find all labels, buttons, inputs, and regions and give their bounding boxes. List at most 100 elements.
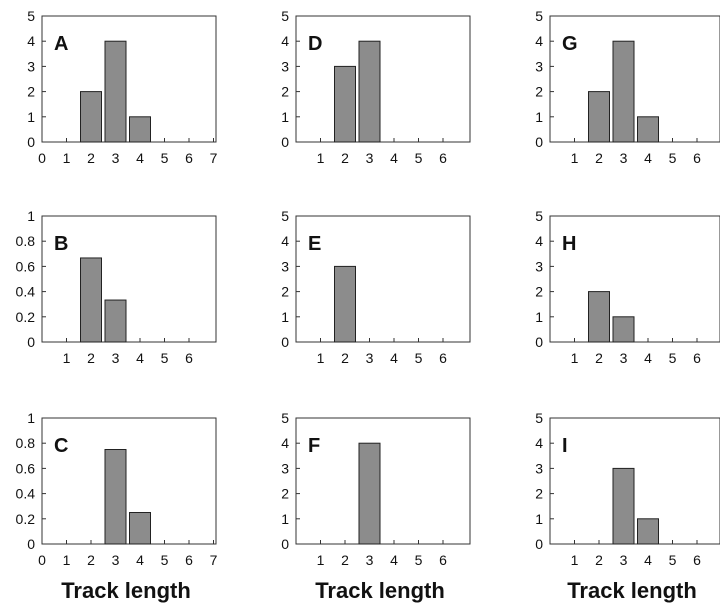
bar-g-2 — [588, 91, 610, 143]
y-tick-label: 1 — [27, 208, 35, 224]
y-tick-label: 5 — [281, 208, 289, 224]
plot-frame-e — [295, 215, 471, 343]
x-tick-label: 2 — [595, 150, 603, 166]
y-tick-label: 5 — [27, 8, 35, 24]
y-tick-label: 1 — [535, 109, 543, 125]
x-tick-label: 4 — [390, 350, 398, 366]
panel-letter-e: E — [308, 233, 321, 255]
y-tick-label: 4 — [535, 233, 543, 249]
bar-e-2 — [334, 265, 356, 343]
y-tick-label: 2 — [281, 84, 289, 100]
bar-b-2 — [80, 257, 102, 343]
x-tick-label: 6 — [185, 552, 193, 568]
x-tick-label: 6 — [439, 150, 447, 166]
y-tick-label: 0.8 — [16, 233, 36, 249]
x-tick-label: 1 — [571, 552, 579, 568]
x-axis-label: Track length — [315, 578, 445, 603]
x-tick-label: 5 — [415, 552, 423, 568]
y-tick-label: 2 — [535, 84, 543, 100]
x-tick-label: 3 — [620, 150, 628, 166]
bar-c-4 — [129, 512, 151, 545]
panel-letter-f: F — [308, 435, 320, 457]
x-tick-label: 1 — [317, 350, 325, 366]
plot-frame-h — [549, 215, 720, 343]
bar-d-3 — [358, 40, 381, 143]
x-tick-label: 3 — [112, 552, 120, 568]
y-tick-label: 4 — [535, 435, 543, 451]
bar-d-2 — [334, 65, 356, 143]
y-tick-label: 3 — [535, 460, 543, 476]
x-tick-label: 1 — [317, 150, 325, 166]
y-tick-label: 5 — [535, 8, 543, 24]
y-tick-label: 4 — [281, 233, 289, 249]
y-tick-label: 0.4 — [16, 284, 36, 300]
y-tick-label: 0 — [535, 334, 543, 350]
y-tick-label: 0 — [27, 536, 35, 552]
y-tick-label: 1 — [27, 410, 35, 426]
y-tick-label: 1 — [535, 511, 543, 527]
x-tick-label: 5 — [415, 350, 423, 366]
x-tick-label: 4 — [644, 552, 652, 568]
y-tick-label: 0 — [27, 334, 35, 350]
y-tick-label: 4 — [281, 435, 289, 451]
x-tick-label: 0 — [38, 552, 46, 568]
y-tick-label: 5 — [535, 208, 543, 224]
plot-frame-f — [295, 417, 471, 545]
plot-frame-g — [549, 15, 720, 143]
y-tick-label: 1 — [281, 309, 289, 325]
plot-frame-d — [295, 15, 471, 143]
bar-h-2 — [588, 291, 610, 343]
bar-a-3 — [104, 40, 127, 143]
bar-g-4 — [637, 116, 659, 143]
y-tick-label: 4 — [535, 33, 543, 49]
bar-h-3 — [612, 316, 635, 343]
x-tick-label: 6 — [693, 552, 701, 568]
y-tick-label: 3 — [281, 460, 289, 476]
y-tick-label: 3 — [281, 58, 289, 74]
y-tick-label: 2 — [281, 486, 289, 502]
x-tick-label: 4 — [136, 150, 144, 166]
plot-frame-i — [549, 417, 720, 545]
x-tick-label: 5 — [161, 350, 169, 366]
y-tick-label: 1 — [535, 309, 543, 325]
x-tick-label: 2 — [87, 350, 95, 366]
x-tick-label: 7 — [210, 552, 218, 568]
y-tick-label: 0 — [27, 134, 35, 150]
x-tick-label: 5 — [415, 150, 423, 166]
y-tick-label: 0.6 — [16, 258, 36, 274]
y-tick-label: 5 — [281, 410, 289, 426]
y-tick-label: 3 — [535, 58, 543, 74]
x-tick-label: 2 — [341, 150, 349, 166]
x-tick-label: 1 — [63, 350, 71, 366]
y-tick-label: 2 — [27, 84, 35, 100]
panel-letter-h: H — [562, 233, 576, 255]
x-tick-label: 6 — [439, 552, 447, 568]
plot-frame-b — [41, 215, 217, 343]
x-tick-label: 1 — [571, 150, 579, 166]
x-tick-label: 6 — [693, 150, 701, 166]
x-tick-label: 3 — [366, 552, 374, 568]
x-tick-label: 5 — [669, 552, 677, 568]
x-tick-label: 1 — [317, 552, 325, 568]
panel-letter-a: A — [54, 33, 68, 55]
x-tick-label: 2 — [87, 552, 95, 568]
y-tick-label: 0 — [281, 536, 289, 552]
x-tick-label: 3 — [366, 350, 374, 366]
x-tick-label: 3 — [112, 150, 120, 166]
y-tick-label: 2 — [535, 486, 543, 502]
x-tick-label: 4 — [644, 150, 652, 166]
y-tick-label: 0 — [535, 536, 543, 552]
panel-letter-d: D — [308, 33, 322, 55]
y-tick-label: 2 — [535, 284, 543, 300]
y-tick-label: 0 — [281, 134, 289, 150]
bar-i-4 — [637, 518, 659, 545]
x-tick-label: 5 — [161, 150, 169, 166]
x-tick-label: 3 — [620, 552, 628, 568]
x-tick-label: 3 — [620, 350, 628, 366]
